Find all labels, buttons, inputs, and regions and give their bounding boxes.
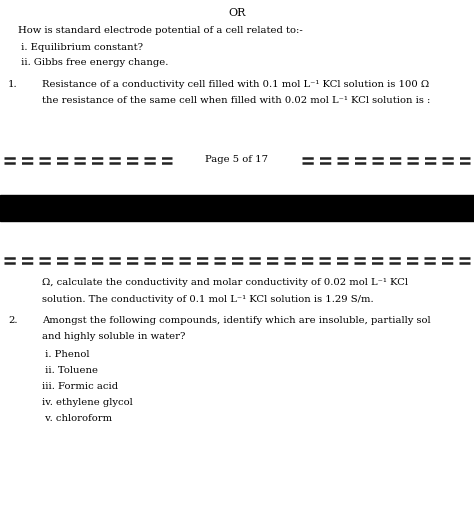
Text: iv. ethylene glycol: iv. ethylene glycol bbox=[42, 398, 133, 407]
Text: iii. Formic acid: iii. Formic acid bbox=[42, 382, 118, 391]
Text: Amongst the following compounds, identify which are insoluble, partially sol: Amongst the following compounds, identif… bbox=[42, 316, 430, 325]
Text: Page 5 of 17: Page 5 of 17 bbox=[206, 155, 268, 164]
Text: OR: OR bbox=[228, 8, 246, 18]
Text: solution. The conductivity of 0.1 mol L⁻¹ KCl solution is 1.29 S/m.: solution. The conductivity of 0.1 mol L⁻… bbox=[42, 295, 374, 304]
Text: Resistance of a conductivity cell filled with 0.1 mol L⁻¹ KCl solution is 100 Ω: Resistance of a conductivity cell filled… bbox=[42, 80, 429, 89]
Text: i. Equilibrium constant?: i. Equilibrium constant? bbox=[18, 43, 143, 52]
Text: 2.: 2. bbox=[8, 316, 18, 325]
Text: and highly soluble in water?: and highly soluble in water? bbox=[42, 332, 185, 341]
Text: the resistance of the same cell when filled with 0.02 mol L⁻¹ KCl solution is :: the resistance of the same cell when fil… bbox=[42, 96, 430, 105]
Text: 1.: 1. bbox=[8, 80, 18, 89]
Text: v. chloroform: v. chloroform bbox=[42, 414, 112, 423]
Text: ii. Gibbs free energy change.: ii. Gibbs free energy change. bbox=[18, 58, 168, 67]
Text: ii. Toluene: ii. Toluene bbox=[42, 366, 98, 375]
Text: Ω, calculate the conductivity and molar conductivity of 0.02 mol L⁻¹ KCl: Ω, calculate the conductivity and molar … bbox=[42, 278, 408, 287]
Text: i. Phenol: i. Phenol bbox=[42, 350, 90, 359]
Text: How is standard electrode potential of a cell related to:-: How is standard electrode potential of a… bbox=[18, 26, 303, 35]
Bar bbox=[0, 195, 474, 221]
